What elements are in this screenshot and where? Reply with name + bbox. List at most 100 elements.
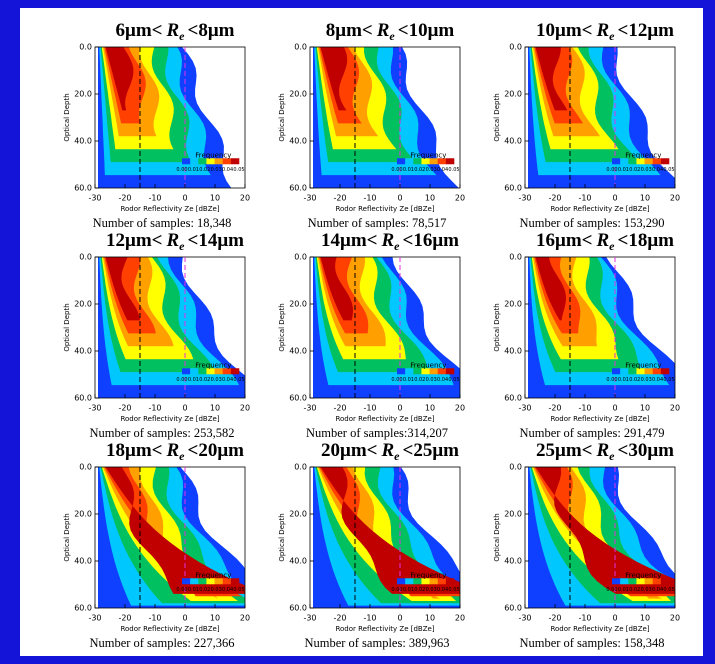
colorbar-swatch <box>222 158 232 165</box>
x-tick-label: -20 <box>548 194 561 203</box>
colorbar-swatch <box>660 578 670 585</box>
colorbar-tick-label: 0.04 <box>652 377 663 383</box>
colorbar-tick-label: 0.02 <box>629 167 640 173</box>
colorbar-tick-label: 0.05 <box>448 167 459 173</box>
y-tick-label: 40.0 <box>74 137 92 146</box>
colorbar-swatch <box>437 368 447 375</box>
x-axis-label: Rodor Reflectivity Ze [dBZe] <box>335 415 434 423</box>
title-suffix: <30μm <box>618 440 675 461</box>
x-tick-label: 20 <box>670 614 680 623</box>
y-tick-label: 0.0 <box>509 43 522 52</box>
y-tick-label: 20.0 <box>74 90 92 99</box>
title-suffix: <20μm <box>188 440 245 461</box>
x-tick-label: -20 <box>118 404 131 413</box>
colorbar-swatch <box>421 368 430 375</box>
colorbar-swatch <box>628 578 637 585</box>
title-suffix: <25μm <box>403 440 460 461</box>
plot-frame <box>524 466 676 609</box>
sample-count: Number of samples:314,207 <box>306 426 448 440</box>
colorbar-swatch <box>405 158 414 165</box>
title-prefix: 18μm< <box>106 440 162 461</box>
colorbar-tick-label: 0.00 <box>176 377 187 383</box>
x-tick-label: 20 <box>455 404 465 413</box>
title-variable: R <box>376 20 390 41</box>
y-tick-label: 60.0 <box>74 394 92 403</box>
title-prefix: 25μm< <box>536 440 592 461</box>
sample-count: Number of samples: 253,582 <box>89 426 234 440</box>
colorbar-swatch <box>182 578 191 585</box>
colorbar-swatch <box>405 578 414 585</box>
plot-frame <box>309 466 461 609</box>
x-tick-label: 20 <box>240 404 250 413</box>
colorbar-swatch <box>206 578 215 585</box>
colorbar-label: Frequency <box>410 151 446 159</box>
x-tick-label: -30 <box>518 404 531 413</box>
y-tick-label: 40.0 <box>504 137 522 146</box>
colorbar-swatch <box>445 368 455 375</box>
title-prefix: 14μm< <box>321 230 377 251</box>
colorbar-tick-label: 0.05 <box>233 377 244 383</box>
contour-band <box>104 467 243 597</box>
colorbar-swatch <box>652 578 662 585</box>
colorbar-tick-label: 0.02 <box>414 167 425 173</box>
title-prefix: 20μm< <box>321 440 377 461</box>
colorbar-tick-label: 0.03 <box>211 167 222 173</box>
title-subscript: e <box>394 239 400 253</box>
contour-field <box>528 467 675 608</box>
y-tick-label: 0.0 <box>509 253 522 262</box>
contour-band <box>319 467 460 597</box>
colorbar-tick-label: 0.00 <box>176 167 187 173</box>
colorbar-swatch <box>230 578 240 585</box>
y-tick-label: 40.0 <box>74 557 92 566</box>
colorbar-label: Frequency <box>410 361 446 369</box>
x-tick-label: 0 <box>612 404 617 413</box>
contour-band <box>535 47 568 111</box>
title-variable: R <box>595 20 609 41</box>
colorbar-swatch <box>214 578 224 585</box>
x-tick-label: -20 <box>118 614 131 623</box>
title-subscript: e <box>394 449 400 463</box>
sample-count: Number of samples: 78,517 <box>308 216 447 230</box>
colorbar-swatch <box>222 578 232 585</box>
x-axis-label: Rodor Reflectivity Ze [dBZe] <box>120 205 219 213</box>
title-suffix: <16μm <box>403 230 460 251</box>
colorbar-tick-label: 0.01 <box>188 587 199 593</box>
y-tick-label: 60.0 <box>289 184 307 193</box>
colorbar-swatch <box>660 158 670 165</box>
title-subscript: e <box>179 239 185 253</box>
x-tick-label: 10 <box>425 404 435 413</box>
colorbar-swatch <box>190 578 199 585</box>
contour-field <box>98 257 245 398</box>
colorbar-tick-label: 0.04 <box>437 167 448 173</box>
contour-field <box>98 47 232 188</box>
title-variable: R <box>165 440 179 461</box>
colorbar-tick-label: 0.03 <box>641 167 652 173</box>
x-axis-label: Rodor Reflectivity Ze [dBZe] <box>120 625 219 633</box>
panel-title: 25μm< Re <30μm <box>536 440 674 462</box>
x-tick-label: -30 <box>303 404 316 413</box>
colorbar-label: Frequency <box>625 151 661 159</box>
x-tick-label: 0 <box>182 404 187 413</box>
y-tick-label: 20.0 <box>504 510 522 519</box>
x-tick-label: -30 <box>88 404 101 413</box>
colorbar-tick-label: 0.04 <box>222 167 233 173</box>
title-suffix: <18μm <box>618 230 675 251</box>
y-tick-label: 60.0 <box>74 184 92 193</box>
sample-count: Number of samples: 227,366 <box>89 636 234 650</box>
colorbar-tick-label: 0.03 <box>426 377 437 383</box>
title-prefix: 8μm< <box>326 20 373 41</box>
y-tick-label: 40.0 <box>289 137 307 146</box>
title-variable: R <box>380 230 394 251</box>
panel-title: 20μm< Re <25μm <box>321 440 459 462</box>
x-tick-label: -30 <box>88 194 101 203</box>
colorbar-swatch <box>198 368 207 375</box>
title-subscript: e <box>389 29 395 43</box>
x-tick-label: 20 <box>670 404 680 413</box>
colorbar-tick-label: 0.02 <box>629 377 640 383</box>
colorbar-swatch <box>190 158 199 165</box>
